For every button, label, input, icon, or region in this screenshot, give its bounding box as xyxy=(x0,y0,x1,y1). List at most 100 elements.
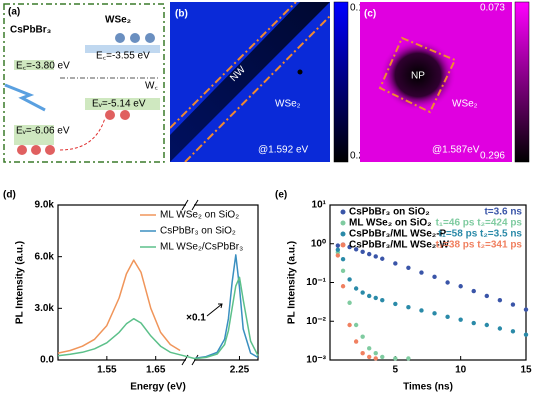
material-label: WSe₂ xyxy=(275,99,301,110)
nanoplate xyxy=(380,39,456,111)
hole xyxy=(120,110,130,120)
legend-marker xyxy=(340,209,346,215)
legend-marker xyxy=(340,220,346,226)
panel-label: (a) xyxy=(8,7,20,18)
data-point xyxy=(373,295,378,301)
level-label: Eᵥ=-5.14 eV xyxy=(92,99,146,110)
band-diagram: (a) CsPbBr₃ WSe₂ E꜀=-3.55 eV E꜀=-3.80 eV… xyxy=(3,3,165,163)
legend-label: CsPbBr₃ on SiO₂ xyxy=(160,226,236,237)
data-point xyxy=(360,334,365,339)
data-point xyxy=(510,302,516,307)
data-point xyxy=(497,326,503,331)
y-tick-label: 3.0k xyxy=(35,303,55,314)
level-label: E꜀=-3.55 eV xyxy=(96,51,150,62)
legend-label: CsPbBr₃ on SiO₂ xyxy=(349,207,430,218)
data-point xyxy=(419,270,424,275)
lifetime-label: t=3.6 ns xyxy=(484,207,522,218)
data-point xyxy=(340,284,346,289)
material-label: CsPbBr₃ xyxy=(10,25,52,36)
data-point xyxy=(393,301,398,307)
edge-line xyxy=(184,15,330,162)
series-line xyxy=(194,254,259,360)
hole-transfer xyxy=(59,117,106,151)
data-point xyxy=(347,322,352,328)
data-point xyxy=(367,251,372,257)
y-tick-label: 10¹ xyxy=(312,200,327,211)
y-tick-label: 10⁰ xyxy=(311,238,326,249)
data-point xyxy=(406,356,411,361)
y-axis-title: PL Intensity (a.u.) xyxy=(287,241,298,324)
data-point xyxy=(347,300,352,305)
axis-break-mark xyxy=(191,199,199,211)
x-axis-title: Times (ns) xyxy=(403,382,453,393)
legend-label: ML WSe₂ on SiO₂ xyxy=(160,210,239,221)
energy-label: @1.587eV xyxy=(432,145,480,156)
x-tick-label: 10 xyxy=(455,365,467,376)
x-tick-label: 1.65 xyxy=(146,365,166,376)
vb-left xyxy=(14,125,54,145)
data-point xyxy=(347,277,352,282)
data-point xyxy=(335,253,341,258)
level-label: Eᵥ=-6.06 eV xyxy=(16,126,70,137)
annotation-arrow xyxy=(206,303,223,317)
light-arrow xyxy=(4,83,46,112)
level-label: E꜀=-3.80 eV xyxy=(16,61,70,72)
data-point xyxy=(340,256,346,262)
data-point xyxy=(445,280,450,285)
data-point xyxy=(393,356,398,361)
data-point xyxy=(353,339,359,344)
data-point xyxy=(497,297,503,303)
colorbar xyxy=(514,1,530,163)
data-point xyxy=(445,314,450,320)
data-point xyxy=(360,350,365,356)
data-point xyxy=(353,322,359,328)
y-axis-title: PL Intensity (a.u.) xyxy=(15,241,26,324)
data-point xyxy=(367,354,372,360)
data-point xyxy=(353,286,359,291)
edge-line xyxy=(170,2,297,129)
data-point xyxy=(353,247,359,252)
data-point xyxy=(373,356,378,361)
level-label: W꜀ xyxy=(145,81,158,92)
data-point xyxy=(510,329,516,334)
axis-break-gap xyxy=(186,355,194,365)
data-point xyxy=(335,243,341,248)
cb-right xyxy=(85,45,160,53)
panel-label: (b) xyxy=(175,9,188,20)
energy-label: @1.592 eV xyxy=(258,145,309,156)
hole xyxy=(31,145,41,155)
panel-label: (e) xyxy=(275,190,287,201)
x-tick-label: 1.55 xyxy=(97,365,117,376)
y-tick-label: 6.0k xyxy=(35,251,55,262)
pl-map: 0.073 0.296 (c) NP WSe₂ @1.587eV xyxy=(360,1,530,163)
legend-marker xyxy=(340,242,346,248)
defect xyxy=(297,69,303,75)
outline xyxy=(378,36,457,114)
nanowire xyxy=(170,2,330,162)
series-line xyxy=(57,276,259,360)
x-axis-title: Energy (eV) xyxy=(130,382,186,393)
data-point xyxy=(335,247,341,252)
axis-break-gap xyxy=(186,200,194,210)
feature-label: NP xyxy=(411,71,425,82)
legend-label: CsPbBr₃/ML WSe₂-W xyxy=(349,240,450,251)
colorbar xyxy=(333,1,349,163)
frame xyxy=(3,3,165,163)
hole xyxy=(45,145,55,155)
lifetime-label: t₁=46 ps t₂=424 ps xyxy=(436,218,523,229)
x-tick-label: 15 xyxy=(520,365,532,376)
data-point xyxy=(340,268,346,274)
data-point xyxy=(406,305,411,310)
data-point xyxy=(523,307,529,312)
data-point xyxy=(484,322,489,328)
data-point xyxy=(432,274,437,280)
cb-left xyxy=(14,60,54,70)
data-point xyxy=(458,317,463,322)
electron xyxy=(145,33,155,43)
data-point xyxy=(367,293,372,299)
data-point xyxy=(471,320,476,326)
legend-label: ML WSe₂/CsPbBr₃ xyxy=(160,242,243,253)
vb-right xyxy=(85,98,160,110)
data-point xyxy=(373,254,378,259)
